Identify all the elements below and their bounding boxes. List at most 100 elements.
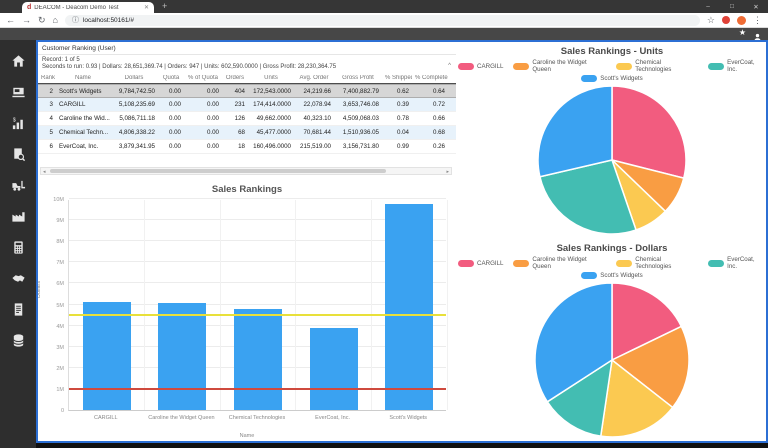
legend-item[interactable]: Caroline the Widget Queen [513,59,606,73]
legend-swatch [616,62,633,70]
pie-slice-evercoat-inc-[interactable] [546,359,613,437]
gridline [370,200,372,410]
x-tick-label: EverCoat, Inc. [315,415,351,421]
column-header-gross-profit[interactable]: Gross Profit [342,74,374,81]
pie-slice-scott-s-widgets[interactable] [534,282,613,403]
column-header-quota[interactable]: Quota [162,74,180,81]
legend-label: Caroline the Widget Queen [532,59,587,73]
bar-chemical-technologies[interactable] [234,308,282,410]
grid-horizontal-scrollbar[interactable]: ◂ ▸ [40,167,452,175]
gridline [219,200,221,410]
table-cell: 0.39 [396,101,409,108]
bar-caroline-the-widget-queen[interactable] [158,302,207,410]
pie-slice-caroline-the-widget-queen[interactable] [611,325,690,409]
profile-avatar[interactable] [737,15,746,25]
scroll-right-icon[interactable]: ▸ [446,169,449,175]
legend-swatch [708,62,725,70]
sidebar-item-factory[interactable] [0,201,36,232]
table-row[interactable]: 3 CARGILL 5,108,235.69 0.00 0.00 231 174,414.0… [38,98,456,112]
sidebar-item-invoice[interactable] [0,294,36,325]
bar-cargill[interactable] [82,302,131,410]
column-header-units[interactable]: Units [264,74,278,81]
units-pie-legend: CARGILL Caroline the Widget Queen Chemical… [458,59,766,82]
scroll-left-icon[interactable]: ◂ [43,169,46,175]
column-header-orders[interactable]: Orders [225,74,245,81]
y-tick-label: 8M [56,239,64,246]
pie-slice-chemical-technologies[interactable] [600,359,674,438]
grid-title: Customer Ranking (User) [38,42,456,55]
favorites-star-icon[interactable]: ★ [738,28,746,37]
column-header--of-quota[interactable]: % of Quota [187,74,219,81]
home-icon[interactable]: ⌂ [52,14,58,25]
back-icon[interactable]: ← [6,14,15,25]
table-cell: 40,323.10 [303,115,331,122]
browser-tab-strip: d DEACOM - Deacom Demo Test ✕ + – □ ✕ [0,0,768,13]
tab-close-icon[interactable]: ✕ [143,5,149,11]
chevron-up-icon[interactable]: ^ [448,63,451,69]
sidebar-item-home[interactable] [0,46,36,77]
sidebar-item-forklift[interactable] [0,170,36,201]
sidebar-item-calculator[interactable] [0,232,36,263]
tab-title: DEACOM - Deacom Demo Test [34,4,119,11]
pie-slice-cargill[interactable] [611,282,683,361]
maximize-button[interactable]: □ [730,3,734,10]
table-row[interactable]: 2 Scott's Widgets 9,784,742.50 0.00 0.00 404 1… [38,84,456,98]
pie-slice-evercoat-inc-[interactable] [539,159,637,235]
sidebar-item-workstation[interactable] [0,77,36,108]
close-button[interactable]: ✕ [753,3,759,11]
forward-icon[interactable]: → [22,14,31,25]
site-info-icon[interactable]: ⓘ [71,16,79,24]
scrollbar-thumb[interactable] [50,169,387,173]
column-header--shipped[interactable]: % Shipped [385,74,412,81]
bar-scott-s-widgets[interactable] [385,203,434,410]
table-cell: 2 [49,87,53,95]
address-bar[interactable]: ⓘ localhost:50161/# [64,14,700,26]
sales-rankings-dollars-pie: Sales Rankings - Dollars CARGILL Caroline… [458,239,766,441]
legend-item[interactable]: EverCoat, Inc. [708,256,766,270]
legend-item[interactable]: CARGILL [458,59,503,73]
table-row[interactable]: 4 Caroline the Wid... 5,086,711.18 0.00 0.00… [38,112,456,126]
table-cell: 4 [49,115,53,122]
column-header-dollars[interactable]: Dollars [124,74,144,81]
legend-item[interactable]: EverCoat, Inc. [708,59,766,73]
table-cell: 0.04 [396,129,409,136]
table-cell: Chemical Techn... [59,129,109,136]
table-cell: Scott's Widgets [59,87,102,95]
legend-item[interactable]: Caroline the Widget Queen [513,256,606,270]
legend-item[interactable]: Scott's Widgets [581,75,643,82]
bar-evercoat-inc-[interactable] [309,328,358,410]
bookmark-star-icon[interactable]: ☆ [706,14,715,25]
table-cell: 0.00 [206,101,219,108]
table-cell: 174,414.0000 [253,101,291,108]
sales-rankings-units-pie: Sales Rankings - Units CARGILL Caroline t… [458,42,766,239]
sidebar-item-handshake[interactable] [0,263,36,294]
pie-slice-cargill[interactable] [611,85,687,179]
app-header: ★ [0,28,768,41]
sidebar-item-sales-chart[interactable]: $ [0,108,36,139]
legend-item[interactable]: Chemical Technologies [616,256,698,270]
column-header--complete[interactable]: % Complete [415,74,448,81]
browser-tab[interactable]: d DEACOM - Deacom Demo Test ✕ [22,2,154,13]
legend-label: Chemical Technologies [635,59,672,73]
extension-icon[interactable] [722,16,730,24]
new-tab-button[interactable]: + [162,1,168,11]
browser-menu-icon[interactable]: ⋮ [753,14,762,25]
sidebar-item-database[interactable] [0,325,36,356]
legend-item[interactable]: CARGILL [458,256,503,270]
deacom-app: ★ $ [0,28,768,448]
legend-label: EverCoat, Inc. [727,59,755,73]
minimize-button[interactable]: – [706,3,710,10]
sidebar-item-document-search[interactable] [0,139,36,170]
table-cell: 160,496.0000 [253,143,291,150]
table-row[interactable]: 6 EverCoat, Inc. 3,879,341.95 0.00 0.00 18 160… [38,140,456,154]
pie-slice-scott-s-widgets[interactable] [537,85,613,178]
column-header-avg-order[interactable]: Avg. Order [299,74,329,81]
reload-icon[interactable]: ↻ [38,14,46,25]
column-header-rank[interactable]: Rank ↕ [38,75,56,81]
legend-item[interactable]: Chemical Technologies [616,59,698,73]
table-cell: 0.00 [168,101,181,108]
table-row[interactable]: 5 Chemical Techn... 4,806,338.22 0.00 0.00 68… [38,126,456,140]
legend-item[interactable]: Scott's Widgets [581,272,643,279]
column-header-name[interactable]: Name [74,74,91,81]
bar-chart-plot-area [68,198,448,411]
